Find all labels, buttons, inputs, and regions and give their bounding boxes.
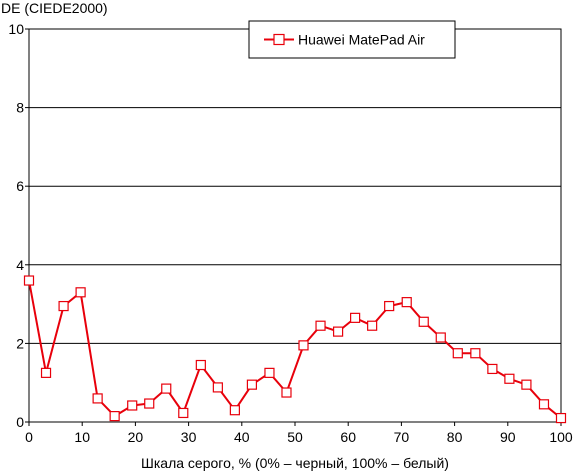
grid-lines	[29, 28, 561, 423]
data-point-marker	[504, 373, 515, 384]
data-point-marker	[195, 359, 206, 371]
data-point-marker	[281, 387, 292, 398]
x-tick-label: 50	[287, 429, 303, 445]
y-axis-label: DE (CIEDE2000)	[1, 0, 108, 16]
legend: Huawei MatePad Air	[248, 20, 456, 59]
x-tick-label: 10	[74, 429, 90, 445]
plot-area	[28, 28, 562, 423]
x-tick-label: 20	[128, 429, 144, 445]
y-tick-label: 8	[16, 100, 24, 116]
data-point-marker	[40, 367, 52, 378]
data-point-marker	[315, 320, 326, 331]
x-tick-label: 90	[500, 429, 516, 445]
data-point-marker	[401, 297, 412, 308]
data-point-marker	[435, 332, 446, 343]
data-point-marker	[178, 407, 189, 419]
data-point-marker	[161, 383, 172, 394]
data-point-marker	[418, 316, 429, 327]
data-point-marker	[384, 300, 395, 312]
data-point-marker	[555, 412, 567, 424]
series-group	[23, 275, 567, 424]
legend-entry-label: Huawei MatePad Air	[298, 32, 425, 48]
data-point-marker	[144, 398, 155, 409]
data-point-marker	[298, 340, 309, 351]
x-axis-ticks: 0 10 20 30 40 50 60 70 80 90 100	[25, 422, 573, 445]
y-axis-ticks: 0 2 4 6 8 10	[8, 21, 29, 430]
x-tick-label: 0	[25, 429, 33, 445]
y-tick-label: 0	[16, 414, 24, 430]
x-tick-label: 60	[340, 429, 356, 445]
y-tick-label: 2	[16, 335, 24, 351]
data-point-marker	[332, 326, 344, 337]
data-point-marker	[521, 379, 532, 390]
data-point-marker	[109, 411, 120, 422]
y-tick-label: 6	[16, 178, 24, 194]
data-point-marker	[350, 312, 361, 323]
data-point-marker	[470, 348, 481, 359]
data-point-marker	[92, 393, 103, 404]
legend-marker-sample	[273, 33, 285, 46]
data-point-marker	[452, 348, 463, 359]
data-point-marker	[246, 379, 258, 390]
data-point-marker	[487, 363, 498, 375]
data-point-marker	[58, 300, 69, 312]
data-point-marker	[75, 287, 86, 298]
data-point-marker	[212, 382, 223, 393]
series-line	[28, 280, 562, 419]
y-tick-label: 4	[16, 257, 24, 273]
x-tick-label: 70	[394, 429, 410, 445]
y-tick-label: 10	[8, 21, 24, 37]
x-tick-label: 30	[181, 429, 197, 445]
x-tick-label: 100	[549, 429, 573, 445]
data-point-marker	[23, 275, 35, 286]
data-point-marker	[127, 400, 138, 411]
x-tick-label: 40	[234, 429, 250, 445]
data-point-marker	[264, 367, 275, 378]
data-point-marker	[229, 405, 240, 416]
x-tick-label: 80	[447, 429, 463, 445]
data-point-marker	[367, 320, 378, 331]
data-point-marker	[538, 399, 550, 410]
x-axis-label: Шкала серого, % (0% – черный, 100% – бел…	[141, 455, 449, 471]
